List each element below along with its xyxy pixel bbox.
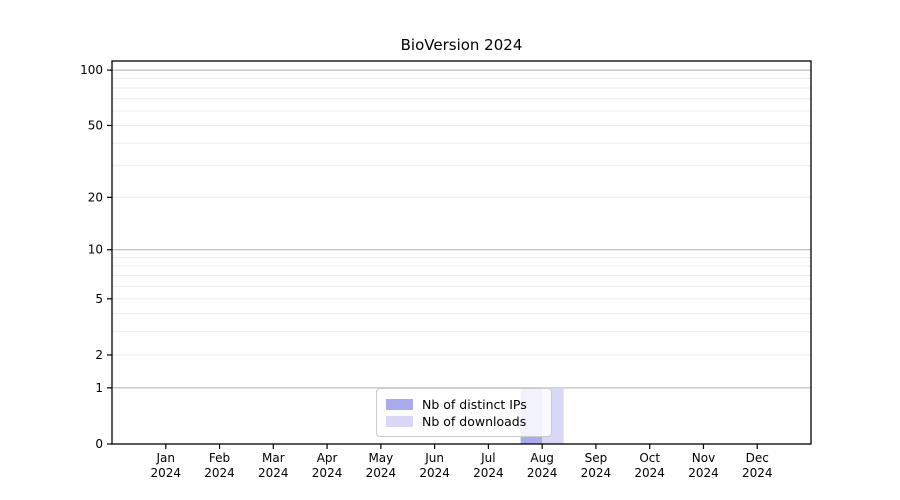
x-tick-label-year: 2024 [312,466,343,480]
legend: Nb of distinct IPs Nb of downloads [376,388,552,437]
x-tick-label-year: 2024 [688,466,719,480]
x-tick-label-month: Jan [156,451,176,465]
x-tick-label-month: May [368,451,393,465]
x-tick-label-year: 2024 [150,466,181,480]
y-tick-label: 100 [80,63,103,77]
x-tick-label-year: 2024 [366,466,397,480]
legend-label-downloads: Nb of downloads [422,413,527,429]
x-tick-label-year: 2024 [258,466,289,480]
y-tick-label: 5 [95,292,103,306]
x-tick-label-year: 2024 [634,466,665,480]
y-tick-label: 1 [95,381,103,395]
x-tick-label-month: Nov [692,451,715,465]
x-tick-label-month: Oct [639,451,660,465]
legend-swatch-downloads-icon [386,415,413,427]
x-tick-label-year: 2024 [581,466,612,480]
y-tick-label: 20 [88,190,103,204]
y-tick-label: 50 [88,118,103,132]
y-tick-label: 10 [88,243,103,257]
x-tick-label-month: Feb [209,451,230,465]
y-tick-label: 2 [95,348,103,362]
legend-swatch-distinct-ips-icon [386,398,413,410]
x-tick-label-year: 2024 [742,466,773,480]
legend-item-downloads: Nb of downloads [386,413,542,429]
x-tick-label-month: Mar [262,451,285,465]
x-tick-label-year: 2024 [419,466,450,480]
x-tick-label-month: Apr [317,451,338,465]
legend-label-distinct-ips: Nb of distinct IPs [422,396,527,412]
y-tick-label: 0 [95,437,103,451]
x-tick-label-month: Jun [424,451,444,465]
x-tick-label-month: Aug [530,451,553,465]
x-tick-label-year: 2024 [527,466,558,480]
plot-border [111,60,812,445]
x-tick-label-month: Sep [585,451,608,465]
x-tick-label-year: 2024 [473,466,504,480]
chart-title: BioVersion 2024 [400,36,523,54]
x-tick-label-month: Dec [746,451,769,465]
x-tick-label-year: 2024 [204,466,235,480]
x-tick-label-month: Jul [480,451,495,465]
legend-item-distinct-ips: Nb of distinct IPs [386,396,542,412]
